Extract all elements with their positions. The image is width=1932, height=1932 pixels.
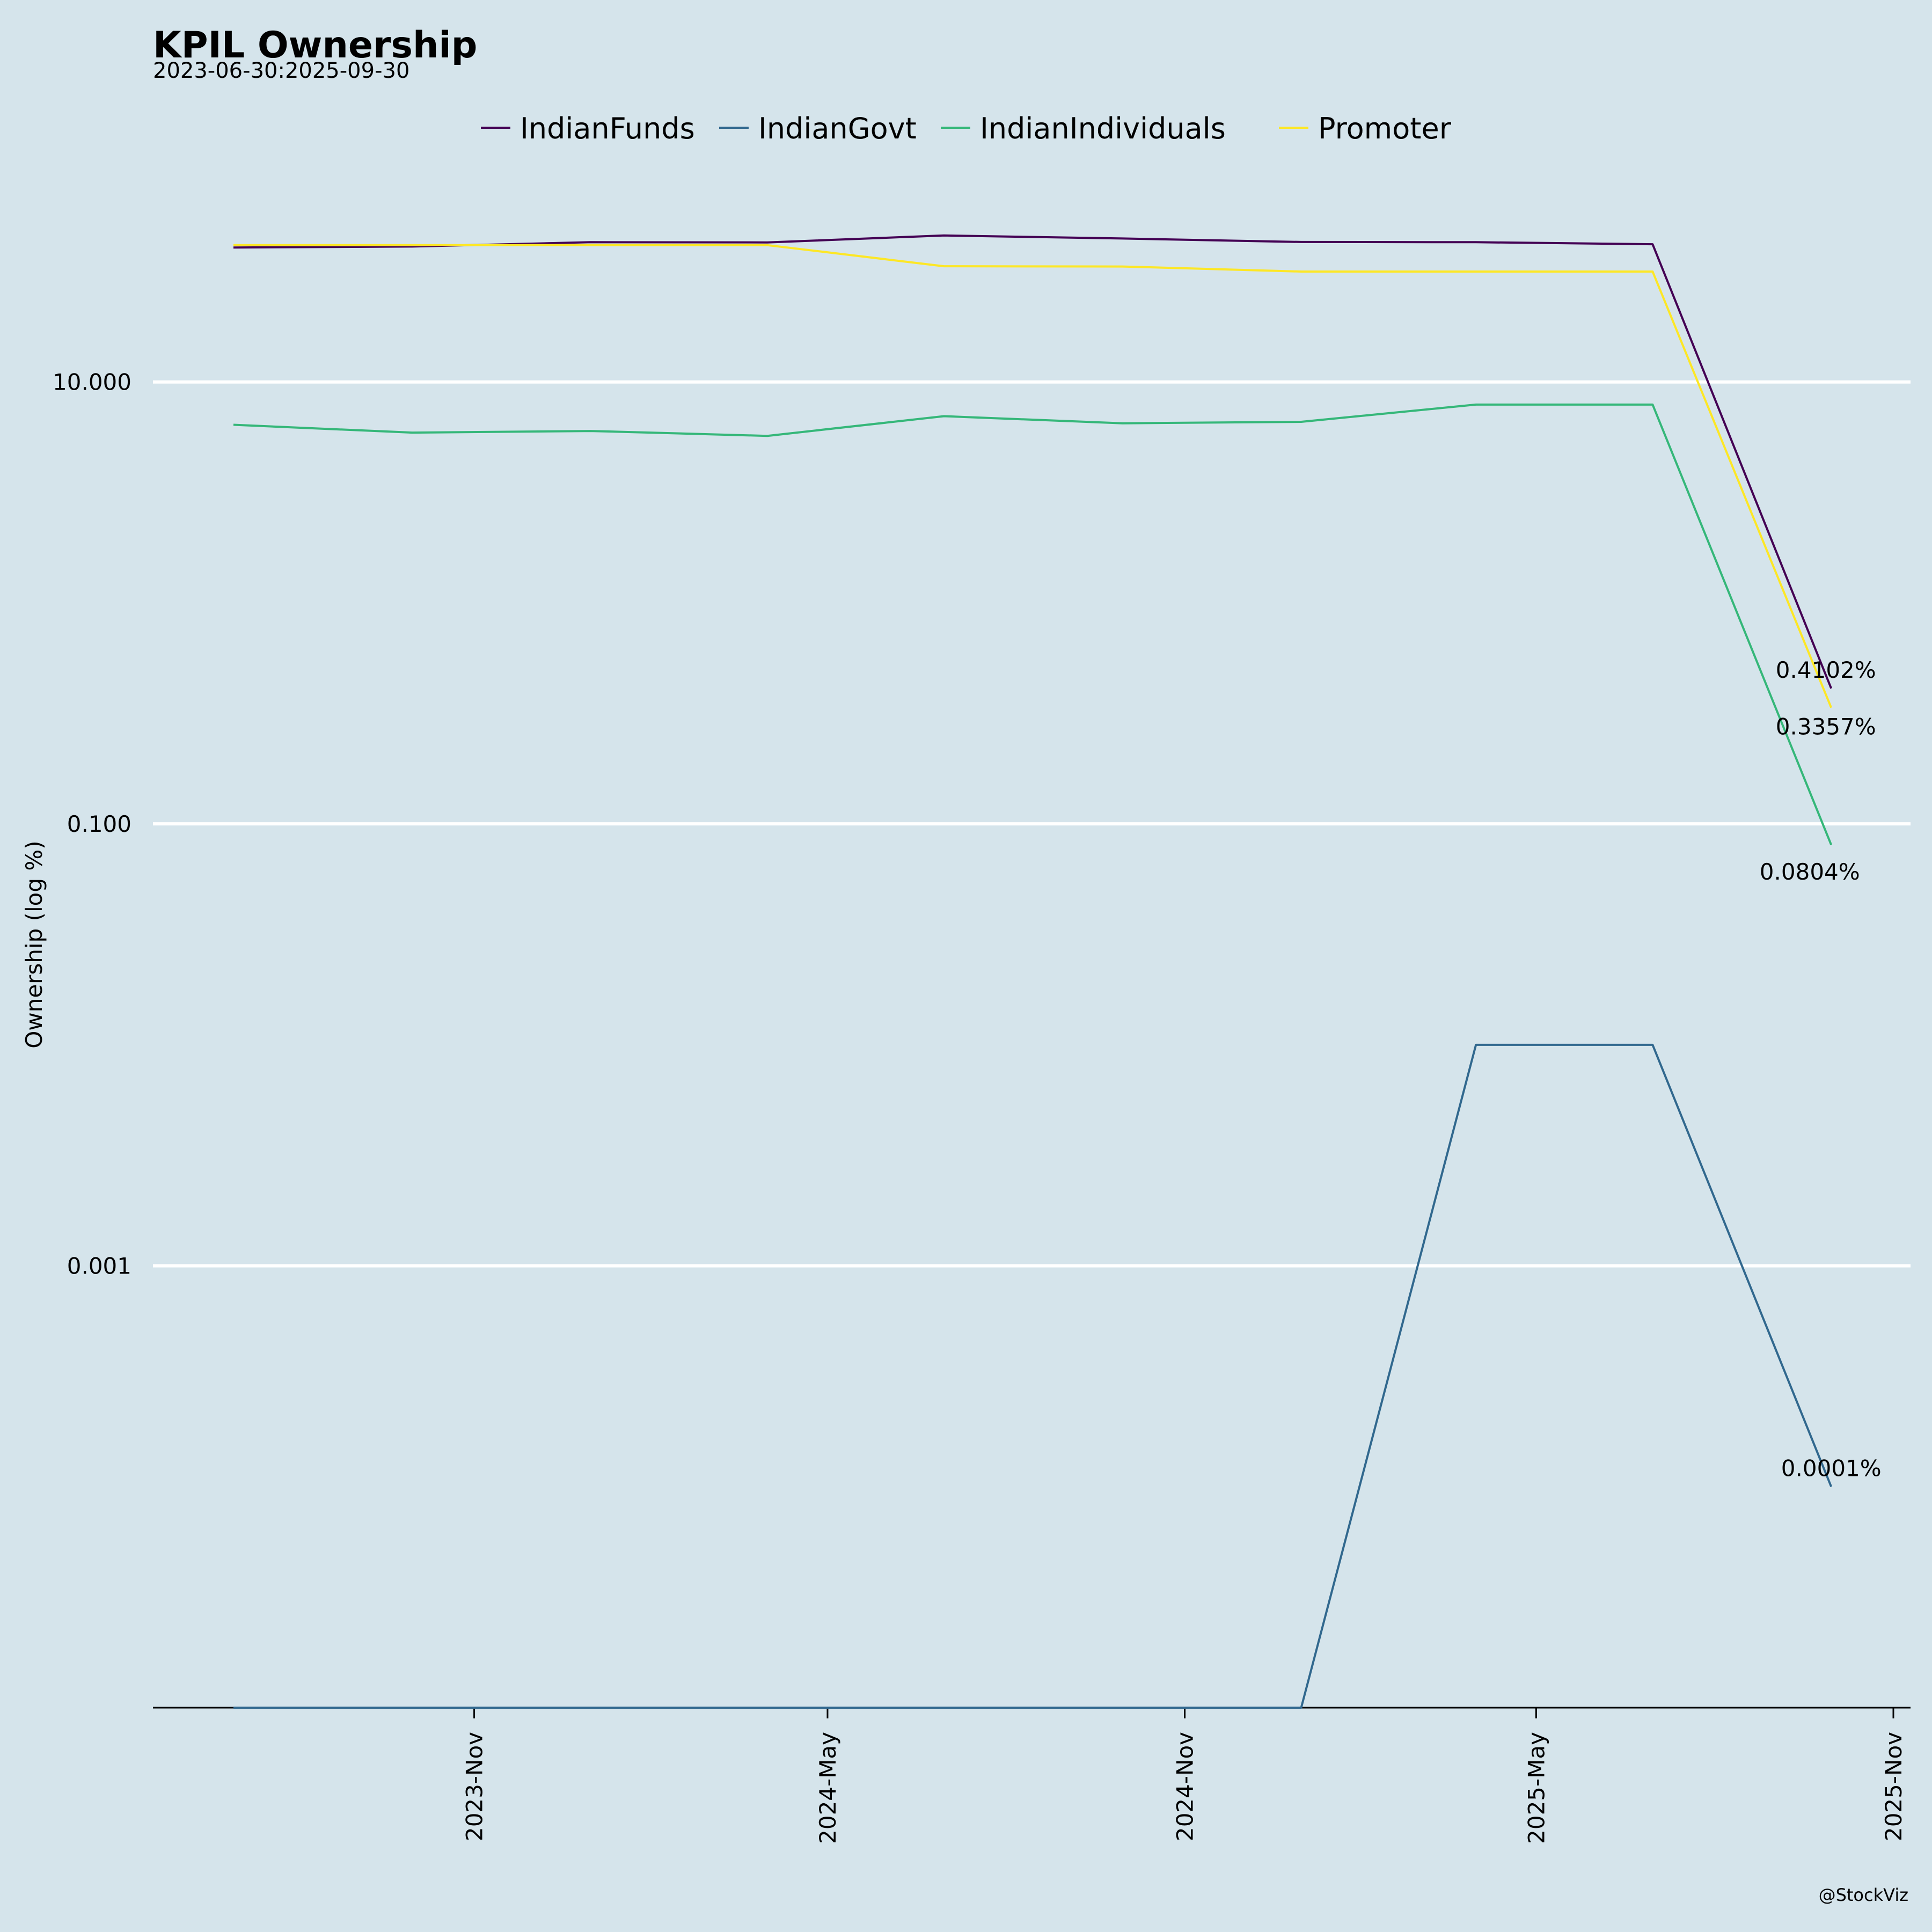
credit-label: @StockViz xyxy=(1819,1885,1908,1905)
x-tick-label: 2023-Nov xyxy=(462,1732,488,1841)
y-axis-label: Ownership (log %) xyxy=(21,840,47,1048)
x-tick-label: 2024-May xyxy=(815,1732,841,1844)
x-tick-label: 2024-Nov xyxy=(1172,1732,1198,1841)
y-tick-label: 10.000 xyxy=(53,369,131,396)
end-label-IndianIndividuals: 0.0804% xyxy=(1760,859,1860,885)
chart-title: KPIL Ownership xyxy=(153,24,477,67)
series-line-IndianFunds xyxy=(233,234,1833,689)
legend-label-IndianIndividuals: IndianIndividuals xyxy=(980,112,1226,145)
y-tick-label: 0.100 xyxy=(67,811,131,837)
x-axis-ticks: 2023-Nov 2024-May 2024-Nov 2025-May 2025-Nov xyxy=(462,1708,1907,1844)
x-tick-label: 2025-Nov xyxy=(1880,1732,1907,1841)
legend-label-IndianFunds: IndianFunds xyxy=(520,112,695,145)
end-labels: 0.4102% 0.0001% 0.0804% 0.3357% xyxy=(1760,657,1882,1482)
series-lines xyxy=(233,234,1833,1709)
end-label-Promoter: 0.3357% xyxy=(1776,714,1876,740)
chart-subtitle: 2023-06-30:2025-09-30 xyxy=(153,58,409,83)
y-axis-ticks: 10.000 0.100 0.001 xyxy=(53,369,131,1279)
end-label-IndianGovt: 0.0001% xyxy=(1781,1455,1882,1481)
end-label-IndianFunds: 0.4102% xyxy=(1776,657,1876,683)
legend: IndianFunds IndianGovt IndianIndividuals Pr… xyxy=(481,112,1452,145)
series-line-IndianIndividuals xyxy=(233,403,1833,845)
x-tick-label: 2025-May xyxy=(1523,1732,1549,1844)
series-line-Promoter xyxy=(233,244,1833,708)
grid-lines xyxy=(153,380,1911,1268)
legend-label-Promoter: Promoter xyxy=(1318,112,1452,145)
y-tick-label: 0.001 xyxy=(67,1253,131,1279)
legend-label-IndianGovt: IndianGovt xyxy=(758,112,917,145)
series-line-IndianGovt xyxy=(233,1043,1833,1709)
